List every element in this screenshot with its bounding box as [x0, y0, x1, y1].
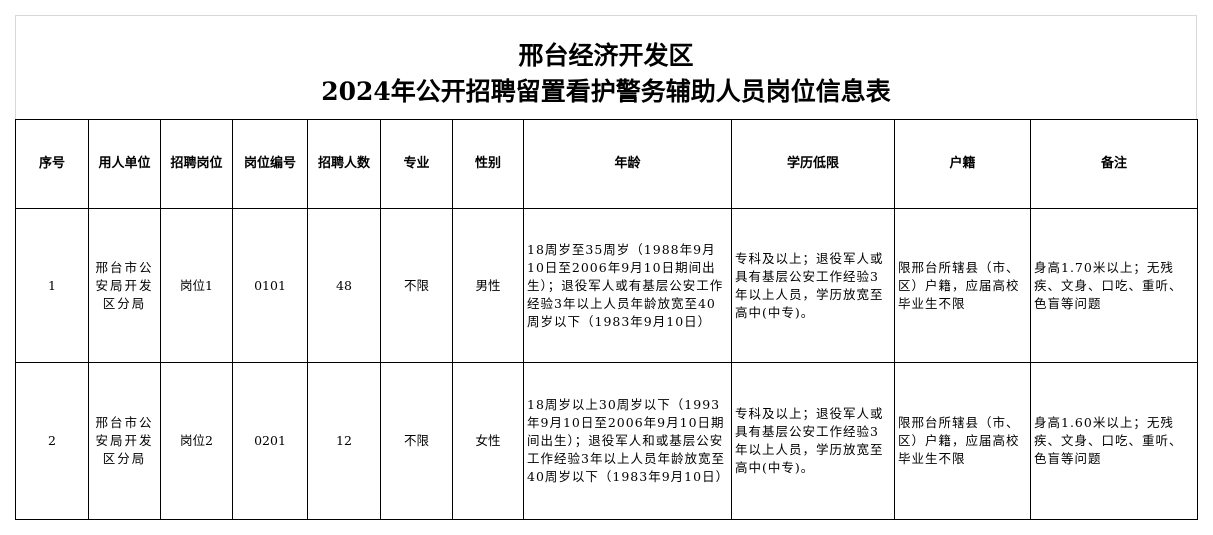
cell-notes: 身高1.60米以上；无残疾、文身、口吃、重听、色盲等问题	[1030, 362, 1198, 520]
cell-employer: 邢台市公安局开发区分局	[88, 362, 161, 520]
document-title: 邢台经济开发区 2024年公开招聘留置看护警务辅助人员岗位信息表	[15, 15, 1197, 119]
title-line-1: 邢台经济开发区	[518, 41, 694, 70]
table-row: 2 邢台市公安局开发区分局 岗位2 0201 12 不限 女性 18周岁以上30…	[15, 362, 1198, 520]
cell-index: 1	[15, 208, 89, 363]
header-cell: 岗位编号	[232, 119, 308, 209]
cell-position: 岗位2	[160, 362, 233, 520]
cell-household: 限邢台所辖县（市、区）户籍，应届高校毕业生不限	[894, 362, 1031, 520]
position-table: 序号 用人单位 招聘岗位 岗位编号 招聘人数 专业 性别 年龄 学历低限 户籍 …	[15, 119, 1198, 520]
header-cell: 招聘岗位	[160, 119, 233, 209]
header-cell: 序号	[15, 119, 89, 209]
header-cell: 备注	[1030, 119, 1198, 209]
cell-gender: 女性	[452, 362, 524, 520]
header-cell: 学历低限	[731, 119, 895, 209]
cell-headcount: 12	[307, 362, 381, 520]
header-row: 序号 用人单位 招聘岗位 岗位编号 招聘人数 专业 性别 年龄 学历低限 户籍 …	[15, 119, 1198, 209]
title-line-2: 2024年公开招聘留置看护警务辅助人员岗位信息表	[321, 77, 891, 106]
cell-education: 专科及以上；退役军人或具有基层公安工作经验3年以上人员，学历放宽至高中(中专)。	[731, 362, 895, 520]
header-cell: 性别	[452, 119, 524, 209]
header-cell: 专业	[380, 119, 453, 209]
table-row: 1 邢台市公安局开发区分局 岗位1 0101 48 不限 男性 18周岁至35周…	[15, 208, 1198, 363]
cell-education: 专科及以上；退役军人或具有基层公安工作经验3年以上人员，学历放宽至高中(中专)。	[731, 208, 895, 363]
cell-major: 不限	[380, 208, 453, 363]
cell-position: 岗位1	[160, 208, 233, 363]
cell-household: 限邢台所辖县（市、区）户籍，应届高校毕业生不限	[894, 208, 1031, 363]
cell-index: 2	[15, 362, 89, 520]
cell-position-code: 0201	[232, 362, 308, 520]
cell-headcount: 48	[307, 208, 381, 363]
cell-gender: 男性	[452, 208, 524, 363]
header-cell: 户籍	[894, 119, 1031, 209]
cell-employer: 邢台市公安局开发区分局	[88, 208, 161, 363]
header-cell: 用人单位	[88, 119, 161, 209]
cell-position-code: 0101	[232, 208, 308, 363]
cell-age: 18周岁以上30周岁以下（1993年9月10日至2006年9月10日期间出生）；…	[523, 362, 732, 520]
header-cell: 招聘人数	[307, 119, 381, 209]
header-cell: 年龄	[523, 119, 732, 209]
cell-notes: 身高1.70米以上；无残疾、文身、口吃、重听、色盲等问题	[1030, 208, 1198, 363]
cell-major: 不限	[380, 362, 453, 520]
cell-age: 18周岁至35周岁（1988年9月10日至2006年9月10日期间出生）；退役军…	[523, 208, 732, 363]
